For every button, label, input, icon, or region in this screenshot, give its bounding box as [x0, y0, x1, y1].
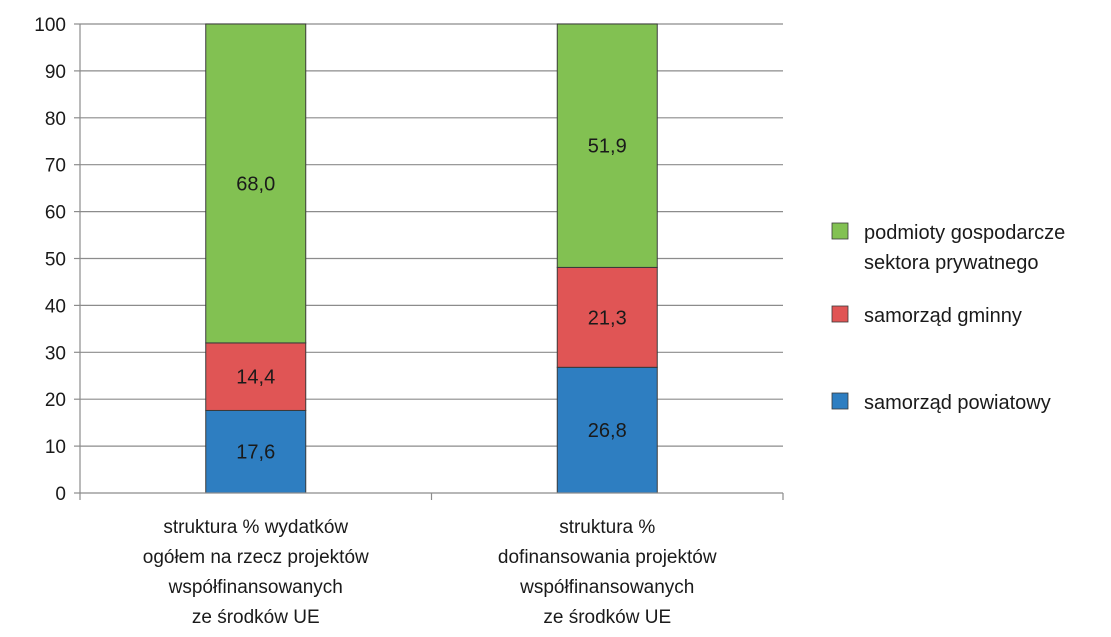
y-axis-tick-labels: 0 10 20 30 40 50 60 70 80 90 100 — [34, 15, 66, 505]
x-category-label-line: współfinansowanych — [168, 577, 343, 598]
data-label: 51,9 — [588, 136, 627, 158]
data-label: 17,6 — [236, 442, 275, 464]
legend-label: samorząd gminny — [864, 305, 1022, 327]
legend-swatch — [831, 392, 849, 410]
bar-segment — [556, 366, 658, 494]
data-labels: 17,6 14,4 68,0 26,8 21,3 51,9 — [236, 136, 626, 464]
x-category-label-line: struktura % wydatków — [163, 517, 348, 538]
y-tick-label: 10 — [45, 437, 66, 458]
y-tick-label: 40 — [45, 296, 66, 317]
legend-label: sektora prywatnego — [864, 252, 1039, 274]
legend-label: samorząd powiatowy — [864, 392, 1051, 414]
x-category-label-line: struktura % — [559, 517, 655, 538]
y-tick-label: 90 — [45, 62, 66, 83]
legend-label: podmioty gospodarcze — [864, 222, 1065, 244]
bar-segment — [205, 342, 307, 411]
y-tick-label: 50 — [45, 250, 66, 271]
legend: podmioty gospodarcze sektora prywatnego sa… — [831, 222, 1065, 414]
y-tick-label: 100 — [34, 15, 66, 36]
y-tick-label: 70 — [45, 156, 66, 177]
legend-swatch — [831, 305, 849, 323]
x-category-label-line: dofinansowania projektów — [498, 547, 717, 568]
x-category-label-line: ze środków UE — [192, 607, 320, 628]
bar-segment — [556, 23, 658, 268]
x-axis-category-labels: struktura % wydatków ogółem na rzecz proj… — [143, 517, 717, 628]
x-category-label-line: ogółem na rzecz projektów — [143, 547, 369, 568]
legend-swatch — [831, 222, 849, 240]
bar-segment — [556, 266, 658, 368]
x-category-label-line: współfinansowanych — [519, 577, 694, 598]
gridlines — [80, 23, 783, 447]
data-label: 68,0 — [236, 173, 275, 195]
data-label: 14,4 — [236, 367, 275, 389]
data-label: 26,8 — [588, 420, 627, 442]
y-tick-label: 20 — [45, 390, 66, 411]
axes — [74, 23, 784, 500]
bar-segment — [205, 23, 307, 344]
y-tick-label: 30 — [45, 343, 66, 364]
y-tick-label: 60 — [45, 203, 66, 224]
y-tick-label: 0 — [55, 484, 66, 505]
y-tick-label: 80 — [45, 109, 66, 130]
data-label: 21,3 — [588, 307, 627, 329]
bars — [205, 23, 658, 494]
x-category-label-line: ze środków UE — [543, 607, 671, 628]
